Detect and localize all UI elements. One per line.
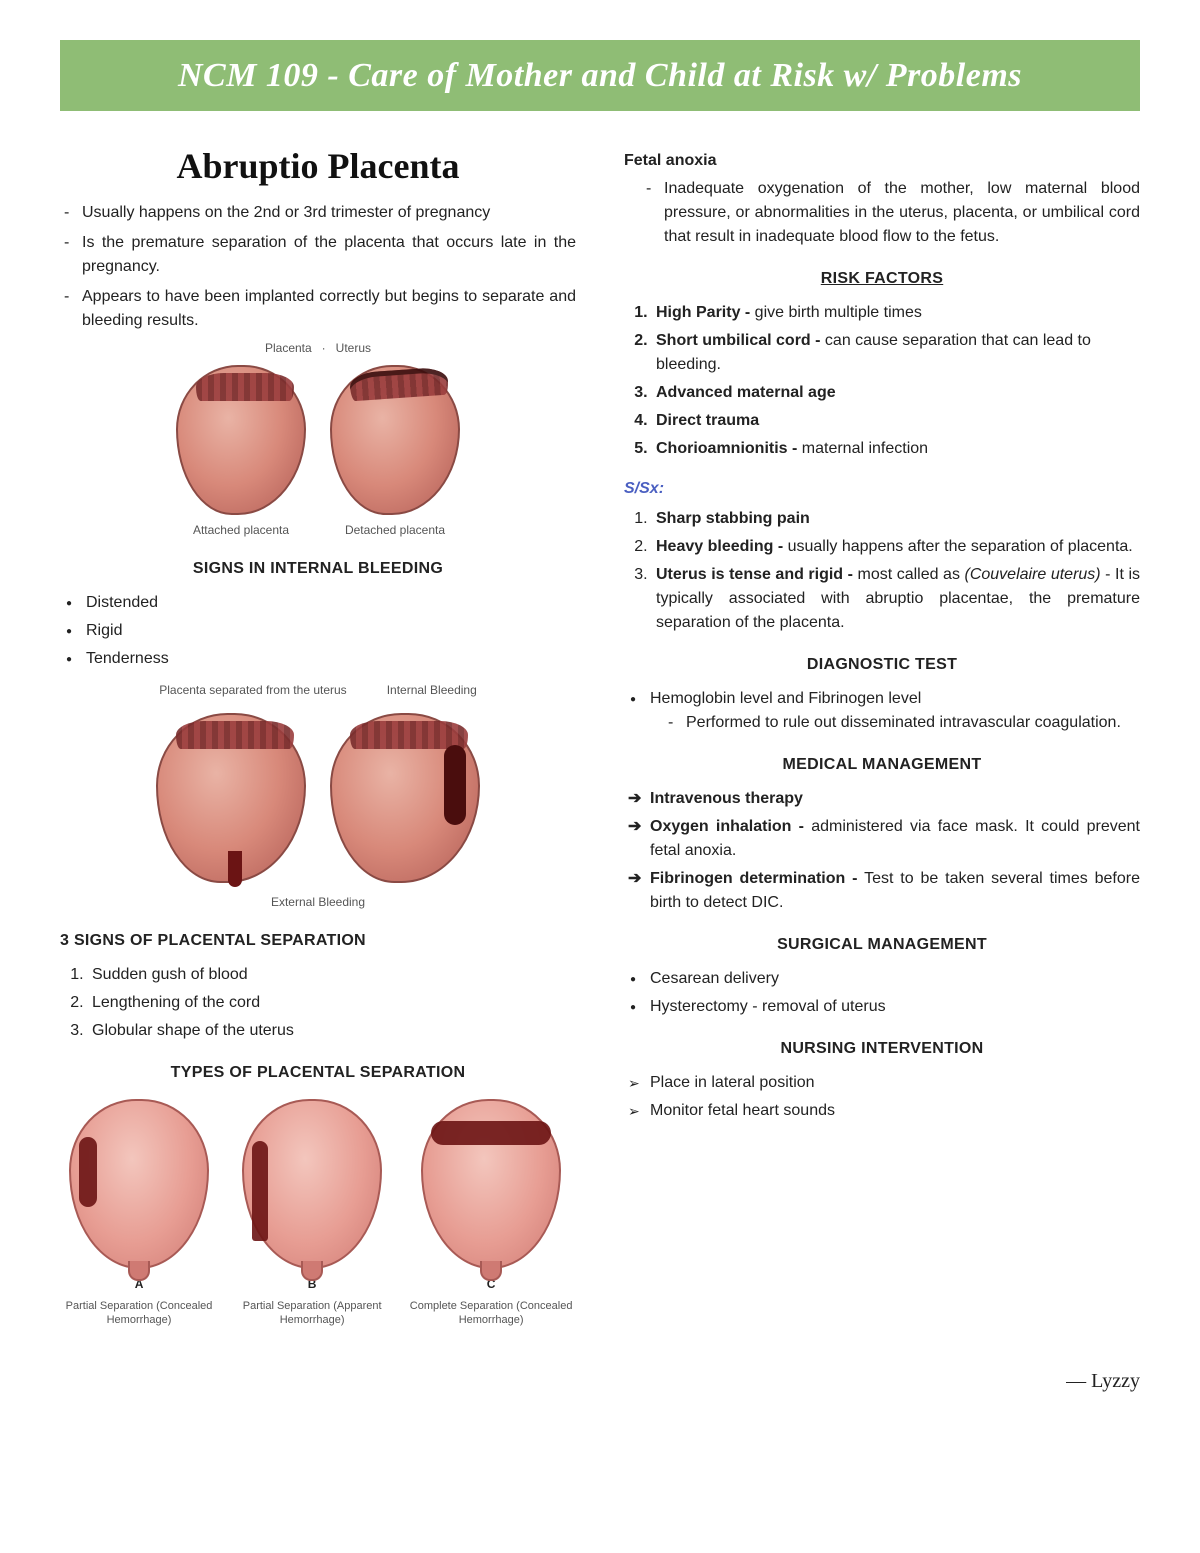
heading-nursing: NURSING INTERVENTION (624, 1037, 1140, 1061)
two-column-layout: Abruptio Placenta Usually happens on the… (60, 139, 1140, 1342)
heading-fetal-anoxia: Fetal anoxia (624, 149, 1140, 173)
caption-attached: Attached placenta (193, 521, 289, 539)
surgical-list: Cesarean delivery Hysterectomy - removal… (624, 967, 1140, 1019)
list-item: Heavy bleeding - usually happens after t… (652, 535, 1140, 559)
list-item: Globular shape of the uterus (88, 1019, 576, 1043)
heading-ssx: S/Sx: (624, 477, 1140, 501)
list-item: Hemoglobin level and Fibrinogen level Pe… (624, 687, 1140, 735)
cap-b: Partial Separation (Apparent Hemorrhage) (236, 1299, 388, 1328)
internal-bleeding-list: Distended Rigid Tenderness (60, 591, 576, 671)
label-uterus: Uterus (336, 339, 371, 357)
list-item: Hysterectomy - removal of uterus (624, 995, 1140, 1019)
list-item: Place in lateral position (624, 1071, 1140, 1095)
heading-diagnostic: DIAGNOSTIC TEST (624, 653, 1140, 677)
fig2-label-int: Internal Bleeding (387, 681, 477, 699)
fetal-anoxia-text: Inadequate oxygenation of the mother, lo… (642, 177, 1140, 249)
heading-types: TYPES OF PLACENTAL SEPARATION (60, 1061, 576, 1085)
intro-item: Usually happens on the 2nd or 3rd trimes… (60, 201, 576, 225)
list-item: Sharp stabbing pain (652, 507, 1140, 531)
cap-a: Partial Separation (Concealed Hemorrhage… (60, 1299, 218, 1328)
figure-attached-detached: Attached placenta Detached placenta (60, 365, 576, 539)
uterus-attached-icon (176, 365, 306, 515)
fig2-label-sep: Placenta separated from the uterus (159, 681, 346, 699)
list-item: Distended (60, 591, 576, 615)
heading-medical: MEDICAL MANAGEMENT (624, 753, 1140, 777)
list-item: Monitor fetal heart sounds (624, 1099, 1140, 1123)
list-item: Lengthening of the cord (88, 991, 576, 1015)
heading-internal-bleeding: SIGNS IN INTERNAL BLEEDING (60, 557, 576, 581)
fig2-label-ext: External Bleeding (271, 895, 365, 909)
heading-three-signs: 3 SIGNS OF PLACENTAL SEPARATION (60, 929, 576, 953)
risk-factors-list: High Parity - give birth multiple times … (624, 301, 1140, 461)
three-signs-list: Sudden gush of blood Lengthening of the … (60, 963, 576, 1043)
medical-list: Intravenous therapy Oxygen inhalation - … (624, 787, 1140, 915)
intro-item: Is the premature separation of the place… (60, 231, 576, 279)
cap-c: Complete Separation (Concealed Hemorrhag… (406, 1299, 576, 1328)
left-column: Abruptio Placenta Usually happens on the… (60, 139, 576, 1342)
list-item: Direct trauma (652, 409, 1140, 433)
figure-bleeding-types (60, 713, 576, 883)
list-item: Sudden gush of blood (88, 963, 576, 987)
label-placenta: Placenta (265, 339, 312, 357)
separation-c-icon (421, 1099, 561, 1269)
separation-a-icon (69, 1099, 209, 1269)
uterus-internal-bleed-icon (330, 713, 480, 883)
heading-risk-factors: RISK FACTORS (624, 267, 1140, 291)
list-item: Cesarean delivery (624, 967, 1140, 991)
list-item: Rigid (60, 619, 576, 643)
list-item: Advanced maternal age (652, 381, 1140, 405)
list-item: Uterus is tense and rigid - most called … (652, 563, 1140, 635)
course-banner: NCM 109 - Care of Mother and Child at Ri… (60, 40, 1140, 111)
intro-item: Appears to have been implanted correctly… (60, 285, 576, 333)
signature: — Lyzzy (60, 1366, 1140, 1396)
fig1-top-labels: Placenta · Uterus (60, 339, 576, 357)
nursing-list: Place in lateral position Monitor fetal … (624, 1071, 1140, 1123)
uterus-external-bleed-icon (156, 713, 306, 883)
separation-b-icon (242, 1099, 382, 1269)
list-item: Short umbilical cord - can cause separat… (652, 329, 1140, 377)
ssx-list: Sharp stabbing pain Heavy bleeding - usu… (624, 507, 1140, 635)
list-item: High Parity - give birth multiple times (652, 301, 1140, 325)
list-item: Chorioamnionitis - maternal infection (652, 437, 1140, 461)
list-item: Intravenous therapy (624, 787, 1140, 811)
list-item: Oxygen inhalation - administered via fac… (624, 815, 1140, 863)
figure-separation-types: A Partial Separation (Concealed Hemorrha… (60, 1099, 576, 1328)
intro-list: Usually happens on the 2nd or 3rd trimes… (60, 201, 576, 333)
topic-title: Abruptio Placenta (60, 139, 576, 193)
list-item: Fibrinogen determination - Test to be ta… (624, 867, 1140, 915)
caption-detached: Detached placenta (345, 521, 445, 539)
right-column: Fetal anoxia Inadequate oxygenation of t… (624, 139, 1140, 1342)
uterus-detached-icon (330, 365, 460, 515)
diagnostic-list: Hemoglobin level and Fibrinogen level Pe… (624, 687, 1140, 735)
list-subitem: Performed to rule out disseminated intra… (668, 711, 1140, 735)
list-item: Tenderness (60, 647, 576, 671)
heading-surgical: SURGICAL MANAGEMENT (624, 933, 1140, 957)
